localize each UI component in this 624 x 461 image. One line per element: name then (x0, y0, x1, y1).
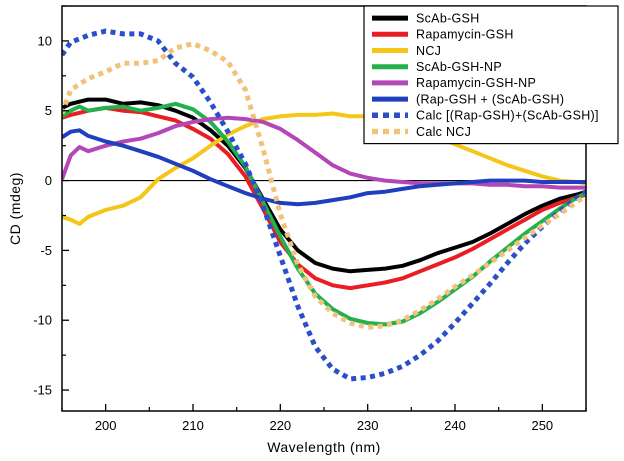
legend-entry-0: ScAb-GSH (416, 11, 480, 25)
legend-box (363, 5, 619, 145)
series-line-4 (62, 115, 586, 190)
x-tick-label-1: 210 (182, 418, 204, 433)
x-tick-label-5: 250 (531, 418, 553, 433)
series-group (62, 28, 586, 382)
y-axis-label: CD (mdeg) (7, 172, 23, 245)
series-line-0 (62, 97, 586, 274)
y-tick-label-4: -10 (33, 313, 52, 328)
legend-entry-2: NCJ (416, 44, 441, 58)
series-line-2 (62, 111, 586, 226)
x-tick-label-4: 240 (444, 418, 466, 433)
legend-entry-3: ScAb-GSH-NP (416, 60, 502, 74)
legend: ScAb-GSH Rapamycin-GSH NCJ ScAb-GSH-NP Rapam… (363, 5, 619, 145)
legend-entry-5: (Rap-GSH + (ScAb-GSH) (416, 92, 564, 106)
series-line-6 (62, 28, 586, 382)
legend-entry-7: Calc NCJ (416, 125, 471, 139)
series-line-1 (62, 105, 586, 291)
y-tick-label-5: -15 (33, 383, 52, 398)
x-tick-label-0: 200 (95, 418, 117, 433)
y-tick-label-0: 10 (38, 33, 52, 48)
x-axis-label: Wavelength (nm) (267, 439, 381, 455)
legend-entry-1: Rapamycin-GSH (416, 28, 514, 42)
axes: 200 210 220 230 240 250 10 5 0 -5 -10 -15 Wavelength… (7, 5, 587, 455)
plot-area (62, 28, 586, 382)
x-tick-label-3: 230 (357, 418, 379, 433)
x-tick-label-2: 220 (269, 418, 291, 433)
y-tick-label-2: 0 (45, 173, 52, 188)
series-line-5 (62, 128, 586, 207)
y-tick-label-3: -5 (40, 243, 52, 258)
legend-entry-4: Rapamycin-GSH-NP (416, 76, 536, 90)
legend-entry-6: Calc [(Rap-GSH)+(ScAb-GSH)] (416, 109, 599, 123)
y-tick-label-1: 5 (45, 103, 52, 118)
series-line-7 (62, 41, 586, 330)
